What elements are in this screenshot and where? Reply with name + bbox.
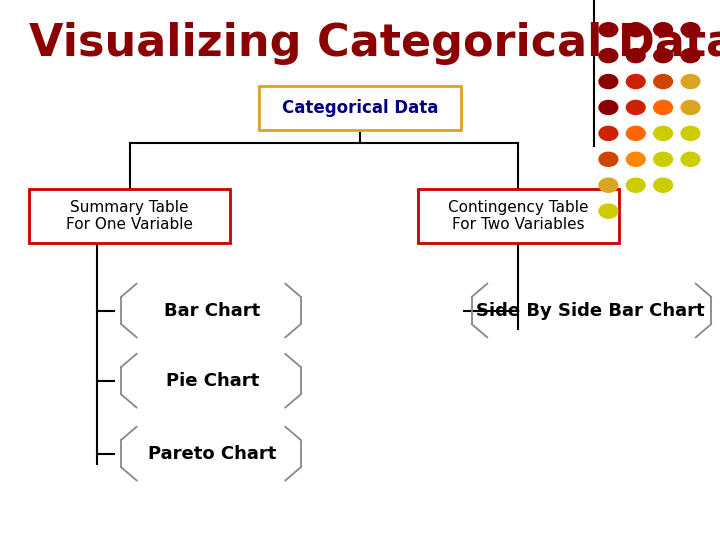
Circle shape <box>599 152 618 166</box>
Text: Visualizing Categorical Data: Visualizing Categorical Data <box>29 22 720 65</box>
Circle shape <box>599 49 618 63</box>
Text: Pareto Chart: Pareto Chart <box>148 444 276 463</box>
Text: Bar Chart: Bar Chart <box>164 301 261 320</box>
Circle shape <box>599 75 618 89</box>
Circle shape <box>626 75 645 89</box>
Circle shape <box>654 23 672 37</box>
Circle shape <box>654 178 672 192</box>
Circle shape <box>599 23 618 37</box>
Circle shape <box>599 100 618 114</box>
Circle shape <box>681 152 700 166</box>
Circle shape <box>681 49 700 63</box>
Circle shape <box>626 126 645 140</box>
Circle shape <box>654 126 672 140</box>
Circle shape <box>654 49 672 63</box>
Text: Summary Table
For One Variable: Summary Table For One Variable <box>66 200 193 232</box>
Circle shape <box>654 152 672 166</box>
Circle shape <box>681 100 700 114</box>
Circle shape <box>681 23 700 37</box>
Circle shape <box>626 152 645 166</box>
Circle shape <box>654 75 672 89</box>
Circle shape <box>681 126 700 140</box>
FancyBboxPatch shape <box>29 189 230 243</box>
Circle shape <box>626 23 645 37</box>
Circle shape <box>599 178 618 192</box>
FancyBboxPatch shape <box>259 86 461 130</box>
Circle shape <box>681 75 700 89</box>
Circle shape <box>626 49 645 63</box>
Text: Categorical Data: Categorical Data <box>282 99 438 117</box>
Circle shape <box>626 100 645 114</box>
Circle shape <box>626 178 645 192</box>
Circle shape <box>599 204 618 218</box>
Text: Pie Chart: Pie Chart <box>166 372 259 390</box>
Text: Contingency Table
For Two Variables: Contingency Table For Two Variables <box>448 200 589 232</box>
Circle shape <box>654 100 672 114</box>
Circle shape <box>599 126 618 140</box>
FancyBboxPatch shape <box>418 189 619 243</box>
Text: Side By Side Bar Chart: Side By Side Bar Chart <box>476 301 705 320</box>
